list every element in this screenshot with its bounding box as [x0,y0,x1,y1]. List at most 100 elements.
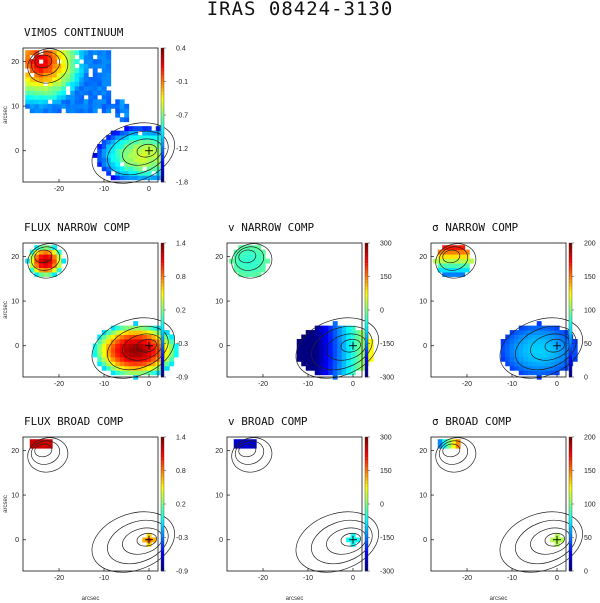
heatmap-cell [341,334,347,340]
heatmap-cell [43,54,49,60]
heatmap-cell [65,59,71,65]
panel-2: -20 -10 0 20 10 0 arcsec FLUX NARROW COMP 1.4 0.8… [3,221,188,388]
heatmap-cell [65,54,71,60]
heatmap-cell [301,352,307,358]
heatmap-cell [79,72,85,78]
colorbar-segment [569,373,572,378]
colorbar-segment [365,360,368,364]
heatmap-cell [296,356,302,362]
heatmap-cell [128,352,134,358]
heatmap-cell [110,361,116,367]
panel-title: σ NARROW COMP [432,221,518,234]
colorbar-segment [569,514,572,518]
colorbar-segment [365,246,368,250]
colorbar-segment [365,306,368,311]
colorbar-tick-label: -0.9 [176,569,188,576]
heatmap-cell [128,325,134,331]
heatmap-cell [523,330,529,335]
heatmap-cell [38,81,44,87]
colorbar-segment [161,453,164,458]
heatmap-cell [97,81,103,87]
contour-line [311,519,373,565]
heatmap-cell [523,356,529,362]
heatmap-cell [319,347,325,353]
heatmap-cell [323,352,329,358]
contour-line [27,243,69,279]
colorbar-segment [569,500,572,505]
heatmap-cell [332,343,338,349]
colorbar-segment [161,534,164,538]
heatmap-cell [256,249,262,255]
heatmap-cell [97,161,103,167]
heatmap-cell [74,81,80,87]
colorbar-segment [161,520,164,525]
heatmap-cell [128,343,134,349]
contour-line [27,437,69,473]
heatmap-cell [115,325,121,331]
x-tick-label: -20 [258,381,268,388]
colorbar-segment [161,141,164,146]
heatmap-cell [110,161,116,167]
heatmap-cell [115,361,121,367]
heatmap-cell [92,94,98,100]
colorbar-segment [161,91,164,96]
heatmap-cell [541,361,547,367]
heatmap-cell [115,343,121,349]
colorbar-tick-label: -1.8 [176,180,188,187]
heatmap-cell [47,63,53,69]
heatmap-cell [106,68,112,73]
heatmap-cell [550,361,556,367]
heatmap-cell [550,347,556,353]
heatmap-cell [368,343,374,349]
heatmap-cell [101,63,107,69]
heatmap-cell [38,77,44,82]
colorbar-segment [365,263,368,267]
heatmap-cell [106,90,112,96]
heatmap-cell [101,339,107,344]
colorbar-tick-label: 0.8 [176,274,186,281]
colorbar-segment [365,473,368,478]
contour-line [234,440,265,465]
heatmap-cell [173,347,179,353]
heatmap-cell [514,334,520,340]
colorbar-segment [161,366,164,371]
heatmap-cell [43,245,49,251]
heatmap-cell [460,258,466,264]
heatmap-cell [142,347,148,353]
colorbar-segment [365,320,368,324]
heatmap-cell [97,85,103,91]
heatmap-cell [101,352,107,358]
colorbar-segment [365,530,368,535]
colorbar-tick-label: 100 [584,308,596,315]
y-tick-label: 20 [11,448,19,455]
heatmap-cell [151,157,157,163]
heatmap-cell [119,117,125,123]
colorbar-segment [161,316,164,321]
heatmap-cell [106,72,112,78]
heatmap-cell [128,157,134,163]
plot-frame [226,242,363,378]
heatmap-cell [514,361,520,367]
heatmap-cell [142,330,148,335]
heatmap-cell [238,443,244,449]
heatmap-cell [106,166,112,172]
plot-frame [22,47,159,183]
heatmap-cell [451,263,457,268]
heatmap-cell [532,365,538,371]
heatmap-cell [124,166,130,172]
heatmap-cell [332,361,338,367]
colorbar-segment [161,283,164,287]
heatmap-cell [437,263,443,268]
heatmap-cell [337,330,343,335]
heatmap-cell [79,94,85,100]
heatmap-cell [61,99,67,105]
colorbar-tick-label: 0 [584,375,588,382]
heatmap-cell [355,365,361,371]
heatmap-cell [38,254,44,260]
heatmap-cell [500,352,506,358]
heatmap-cell [305,334,311,340]
heatmap-cell [43,59,49,65]
heatmap-cell [119,170,125,176]
contour-line [442,443,461,458]
